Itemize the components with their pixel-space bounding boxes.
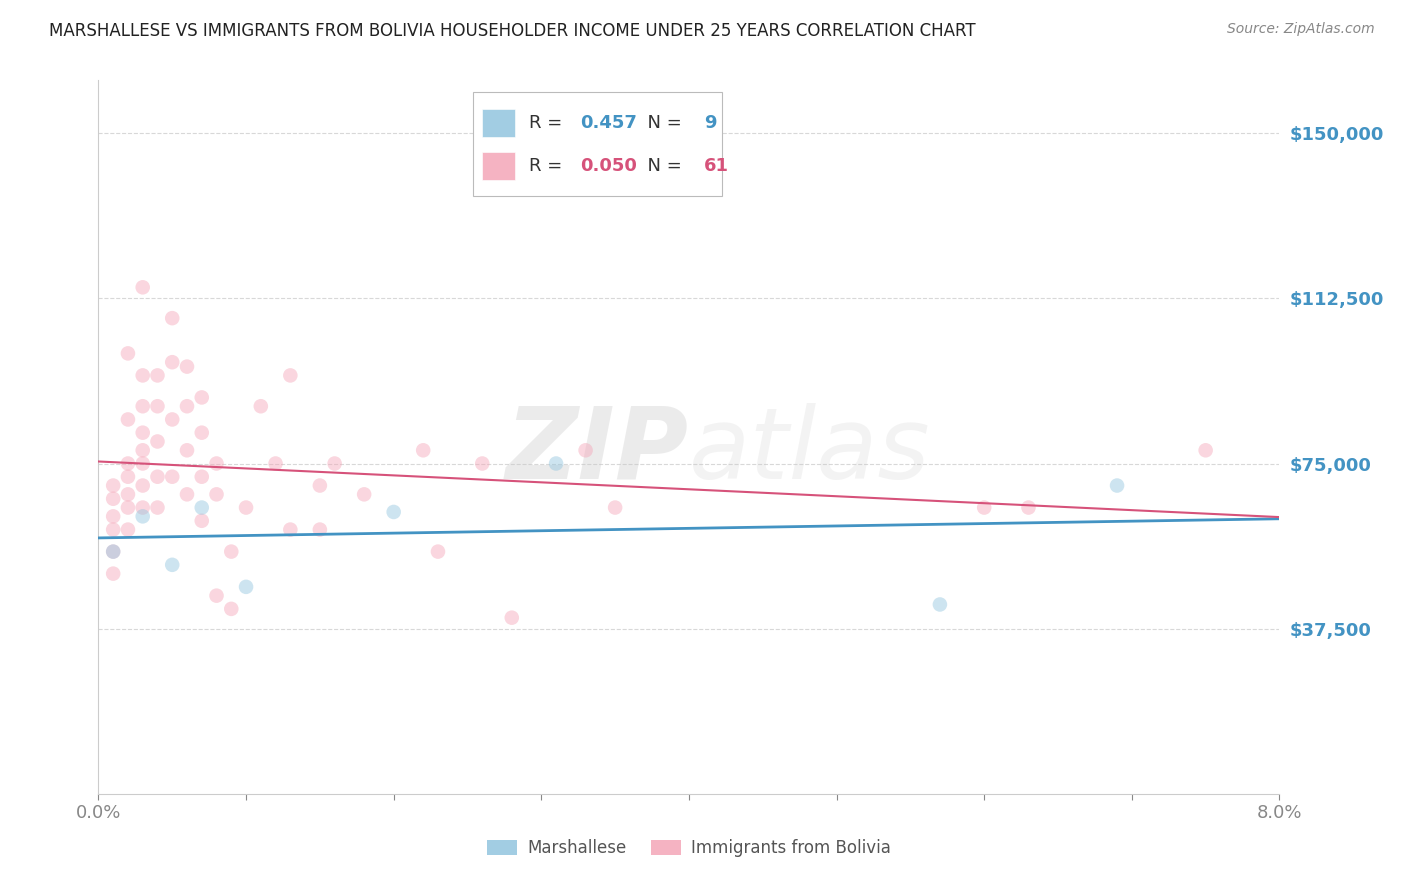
Point (1018, 500, 1040, 515)
Point (176, 359, 198, 374)
Point (427, 544, 450, 558)
Point (382, 505, 405, 519)
Point (264, 457, 287, 471)
Point (973, 500, 995, 515)
Point (132, 478, 155, 492)
Point (280, 368, 302, 383)
Legend: Marshallese, Immigrants from Bolivia: Marshallese, Immigrants from Bolivia (481, 833, 897, 864)
Text: R =: R = (530, 157, 568, 175)
Point (176, 487, 198, 501)
Text: N =: N = (636, 114, 688, 132)
Point (280, 523, 302, 537)
FancyBboxPatch shape (482, 109, 516, 137)
Point (146, 500, 169, 515)
Point (132, 509, 155, 524)
Point (162, 412, 183, 426)
Point (309, 478, 332, 492)
Point (132, 500, 155, 515)
Point (117, 469, 139, 483)
Text: MARSHALLESE VS IMMIGRANTS FROM BOLIVIA HOUSEHOLDER INCOME UNDER 25 YEARS CORRELA: MARSHALLESE VS IMMIGRANTS FROM BOLIVIA H… (49, 22, 976, 40)
Point (132, 457, 155, 471)
Point (412, 443, 434, 458)
Point (191, 469, 214, 483)
Point (471, 457, 494, 471)
Point (191, 425, 214, 440)
Point (176, 443, 198, 458)
Point (132, 425, 155, 440)
Point (1107, 478, 1129, 492)
Point (146, 469, 169, 483)
Text: 0.050: 0.050 (581, 157, 637, 175)
Point (146, 368, 169, 383)
Point (117, 500, 139, 515)
Point (132, 368, 155, 383)
Point (205, 487, 228, 501)
Point (103, 566, 125, 581)
Point (117, 412, 139, 426)
Point (501, 610, 523, 624)
Text: R =: R = (530, 114, 568, 132)
Point (103, 544, 125, 558)
Point (1195, 443, 1218, 458)
Point (191, 500, 214, 515)
Point (132, 399, 155, 413)
Point (205, 457, 228, 471)
Point (132, 280, 155, 294)
Point (309, 523, 332, 537)
Point (575, 443, 598, 458)
Text: ZIP: ZIP (506, 403, 689, 500)
Point (103, 491, 125, 506)
Point (323, 457, 346, 471)
Point (929, 598, 952, 612)
Point (250, 399, 273, 413)
Point (235, 500, 257, 515)
Text: Source: ZipAtlas.com: Source: ZipAtlas.com (1227, 22, 1375, 37)
Point (235, 580, 257, 594)
Text: atlas: atlas (689, 403, 931, 500)
Point (162, 355, 183, 369)
Point (191, 514, 214, 528)
Point (221, 544, 243, 558)
Point (605, 500, 627, 515)
Point (162, 558, 183, 572)
Text: 61: 61 (704, 157, 730, 175)
Point (103, 523, 125, 537)
Point (103, 478, 125, 492)
Point (162, 469, 183, 483)
Point (132, 443, 155, 458)
Text: 9: 9 (704, 114, 717, 132)
Point (176, 399, 198, 413)
Text: 0.457: 0.457 (581, 114, 637, 132)
Point (117, 346, 139, 360)
Point (103, 509, 125, 524)
Point (103, 544, 125, 558)
Point (117, 523, 139, 537)
FancyBboxPatch shape (482, 152, 516, 180)
Point (117, 487, 139, 501)
FancyBboxPatch shape (472, 93, 723, 196)
Point (205, 589, 228, 603)
Text: N =: N = (636, 157, 688, 175)
Point (191, 391, 214, 405)
Point (117, 457, 139, 471)
Point (546, 457, 568, 471)
Point (162, 311, 183, 326)
Point (146, 399, 169, 413)
Point (146, 434, 169, 449)
Point (221, 602, 243, 616)
Point (353, 487, 375, 501)
